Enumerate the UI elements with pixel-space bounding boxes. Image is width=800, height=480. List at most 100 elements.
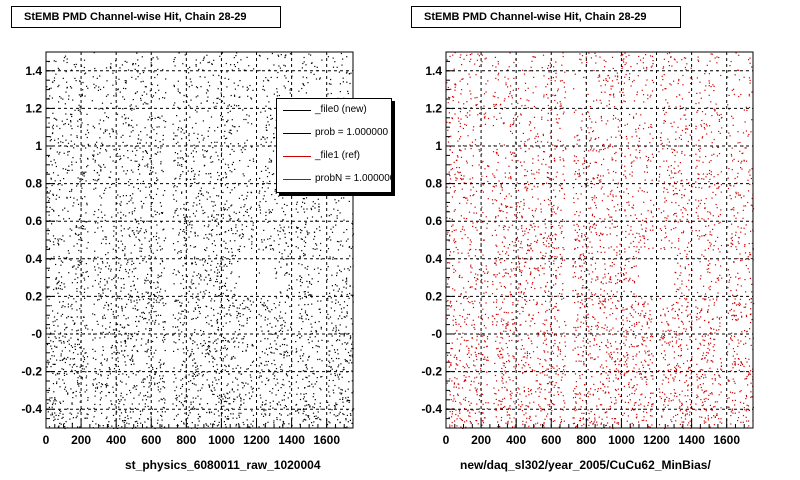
scatter-point [651, 371, 653, 373]
scatter-point [563, 220, 565, 222]
scatter-point [46, 86, 48, 88]
scatter-point [185, 243, 187, 245]
scatter-point [318, 226, 321, 228]
scatter-point [192, 401, 194, 403]
scatter-point [274, 375, 276, 377]
scatter-point [193, 144, 195, 146]
scatter-point [311, 294, 313, 296]
scatter-point [251, 241, 253, 243]
scatter-point [130, 299, 132, 301]
scatter-point [611, 80, 614, 82]
scatter-point [64, 103, 66, 105]
scatter-point [644, 246, 646, 248]
scatter-point [208, 323, 210, 325]
scatter-point [121, 166, 123, 168]
scatter-point [144, 67, 146, 69]
scatter-point [468, 313, 471, 316]
scatter-point [79, 308, 81, 310]
scatter-point [261, 351, 263, 353]
scatter-point [226, 248, 228, 250]
scatter-point [329, 412, 331, 414]
scatter-point [346, 311, 348, 313]
scatter-point [267, 58, 269, 60]
scatter-point [146, 93, 148, 95]
scatter-point [145, 328, 147, 330]
scatter-point [688, 91, 690, 93]
scatter-point [675, 331, 677, 333]
scatter-point [61, 239, 63, 241]
scatter-point [150, 412, 152, 414]
scatter-point [61, 417, 63, 419]
scatter-point [345, 418, 347, 420]
scatter-point [55, 277, 58, 279]
scatter-point [108, 370, 110, 373]
scatter-point [100, 278, 102, 280]
scatter-point [275, 297, 278, 299]
scatter-point [139, 142, 141, 144]
scatter-point [192, 372, 194, 374]
scatter-point [154, 210, 156, 212]
scatter-point [718, 130, 720, 133]
scatter-point [191, 167, 193, 170]
scatter-point [105, 301, 108, 304]
scatter-point [63, 283, 65, 285]
scatter-point [77, 372, 79, 374]
scatter-point [218, 288, 221, 290]
scatter-point [341, 311, 343, 313]
scatter-point [74, 66, 77, 68]
x-tick-label: 400 [106, 433, 126, 447]
scatter-point [308, 418, 311, 420]
scatter-point [85, 375, 88, 377]
scatter-point [234, 398, 236, 401]
scatter-point [229, 218, 231, 220]
scatter-point [242, 308, 244, 310]
scatter-point [104, 130, 106, 133]
scatter-point [260, 362, 262, 364]
scatter-point [137, 59, 139, 61]
scatter-point [577, 346, 579, 348]
scatter-point [189, 222, 191, 224]
scatter-point [138, 134, 140, 136]
y-tick-label: 0.8 [25, 177, 42, 191]
scatter-point [346, 426, 348, 428]
scatter-point [120, 341, 122, 343]
scatter-point [152, 320, 154, 322]
scatter-point [98, 298, 100, 301]
scatter-point [116, 153, 118, 155]
scatter-point [208, 384, 210, 386]
scatter-point [518, 291, 520, 293]
scatter-point [751, 291, 753, 293]
scatter-point [260, 138, 262, 140]
scatter-point [335, 402, 337, 404]
scatter-point [175, 397, 177, 400]
scatter-point [336, 349, 339, 351]
scatter-point [173, 283, 175, 285]
scatter-point [315, 78, 318, 80]
scatter-point [260, 143, 262, 146]
scatter-point [183, 322, 185, 324]
scatter-point [152, 305, 154, 307]
scatter-point [181, 165, 183, 167]
scatter-point [76, 199, 78, 201]
scatter-point [224, 285, 226, 287]
scatter-point [262, 401, 264, 403]
scatter-point [281, 383, 283, 386]
scatter-point [116, 295, 118, 297]
scatter-point [240, 149, 242, 151]
scatter-point [467, 409, 469, 411]
legend-label-file1: _file1 (ref) [315, 150, 361, 161]
scatter-point [202, 212, 204, 215]
scatter-point [74, 348, 76, 350]
scatter-point [116, 257, 118, 259]
scatter-point [262, 304, 264, 306]
scatter-point [51, 184, 53, 187]
scatter-point [135, 78, 137, 80]
scatter-point [290, 88, 292, 90]
scatter-point [71, 366, 73, 368]
scatter-point [261, 404, 263, 406]
scatter-point [616, 307, 618, 310]
scatter-point [261, 304, 263, 306]
scatter-point [600, 251, 602, 253]
scatter-point [220, 179, 222, 181]
scatter-point [267, 360, 269, 363]
